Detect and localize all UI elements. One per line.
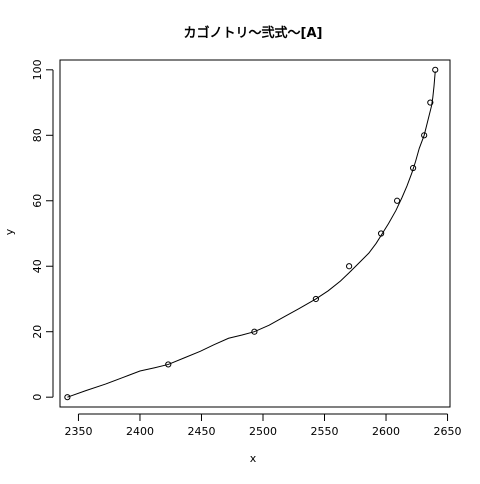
x-tick-label: 2400 — [126, 425, 154, 438]
x-axis-label: x — [250, 452, 257, 465]
y-tick-label: 100 — [31, 59, 44, 80]
y-tick-label: 20 — [31, 325, 44, 339]
data-point — [251, 328, 258, 335]
x-tick-label: 2450 — [187, 425, 215, 438]
y-axis: 0 20 40 60 80 100 — [31, 59, 54, 401]
data-point — [432, 66, 439, 73]
chart-title: カゴノトリ〜弐式〜[A] — [184, 25, 323, 41]
data-series — [64, 66, 439, 401]
data-point — [427, 99, 434, 106]
y-axis-label: y — [3, 228, 16, 235]
x-tick-label: 2500 — [249, 425, 277, 438]
x-tick-label: 2350 — [64, 425, 92, 438]
data-point — [393, 197, 401, 204]
x-tick-label: 2650 — [434, 425, 462, 438]
x-tick-label: 2550 — [311, 425, 339, 438]
data-point — [64, 394, 71, 401]
data-point — [378, 230, 385, 237]
data-point — [346, 263, 353, 270]
x-axis: 2350 2400 2450 2500 2550 2600 2650 — [64, 413, 462, 438]
y-tick-label: 60 — [31, 194, 44, 208]
y-tick-label: 80 — [31, 128, 44, 142]
y-tick-label: 0 — [31, 394, 44, 401]
data-point — [312, 295, 319, 303]
y-tick-label: 40 — [31, 259, 44, 273]
data-point — [165, 361, 172, 368]
plot-frame — [59, 59, 451, 408]
data-point — [409, 164, 417, 172]
x-tick-label: 2600 — [372, 425, 400, 438]
data-point — [421, 132, 428, 139]
